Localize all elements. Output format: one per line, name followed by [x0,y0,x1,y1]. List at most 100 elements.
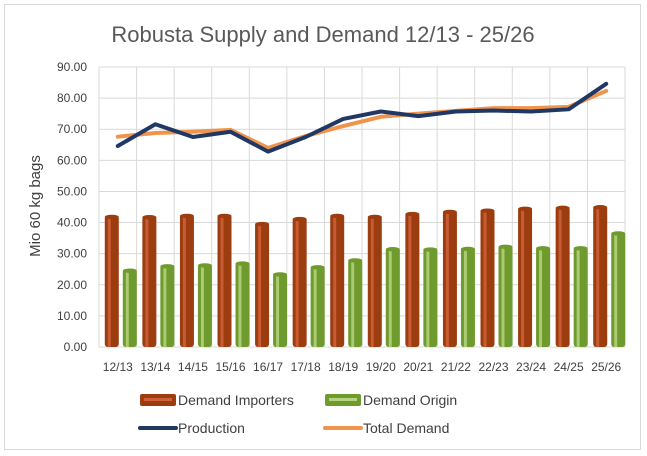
bar-highlight [182,217,186,347]
x-tick-label: 23/24 [516,360,546,374]
bar-demand-origin-14/15 [197,263,212,347]
bar-highlight [276,275,280,347]
bar-highlight [145,218,149,347]
bar-highlight [200,266,204,347]
bar-body [480,209,495,347]
bar-highlight [313,268,317,347]
legend-item-demand-origin: Demand Origin [325,392,457,408]
x-tick-label: 19/20 [366,360,396,374]
bar-highlight [163,267,167,347]
y-tick-label: 40.00 [57,216,87,230]
bar-highlight [539,249,543,347]
bar-highlight [370,218,374,347]
bar-cap [348,258,363,263]
bar-highlight [426,251,430,347]
bar-demand-importers-17/18 [292,216,307,347]
bar-cap [330,213,345,219]
bars [104,205,626,347]
x-tick-label: 25/26 [591,360,621,374]
bar-cap [367,214,382,220]
bar-cap [255,221,270,227]
bar-demand-importers-18/19 [330,213,345,347]
bar-demand-origin-15/16 [235,261,250,347]
bar-demand-origin-24/25 [573,246,588,347]
gridlines [98,66,626,348]
bar-body [255,222,270,347]
x-tick-label: 20/21 [403,360,433,374]
bar-cap [385,247,400,252]
bar-highlight [614,234,618,347]
bar-body [348,258,363,347]
legend-item-demand-importers: Demand Importers [140,392,294,408]
bar-body [235,262,250,347]
bar-cap [442,209,457,215]
bar-highlight [258,225,262,347]
bar-body [423,248,438,347]
bar-body [310,265,325,347]
bar-cap [573,246,588,251]
y-tick-label: 90.00 [57,60,87,74]
x-tick-label: 12/13 [103,360,133,374]
bar-highlight [596,208,600,347]
bar-cap [611,231,626,236]
bar-highlight [445,213,449,347]
bar-cap [593,205,608,210]
legend-label: Total Demand [363,420,449,436]
y-tick-label: 10.00 [57,309,87,323]
bar-body [555,206,570,347]
bar-cap [310,265,325,270]
bar-body [142,215,157,347]
bar-body [122,269,137,347]
x-tick-label: 18/19 [328,360,358,374]
legend-label: Production [178,420,245,436]
y-tick-label: 70.00 [57,122,87,136]
bar-cap [498,244,513,249]
y-tick-label: 50.00 [57,184,87,198]
bar-demand-origin-17/18 [310,265,325,347]
legend-swatch-highlight [329,398,357,401]
bar-cap [235,261,250,266]
bar-demand-importers-21/22 [442,209,457,347]
bar-cap [423,247,438,252]
bar-body [160,264,175,347]
x-tick-label: 14/15 [178,360,208,374]
bar-cap [217,213,232,219]
bar-highlight [125,272,129,347]
x-tick-label: 17/18 [291,360,321,374]
bar-cap [122,268,137,273]
bar-demand-origin-20/21 [423,247,438,347]
bar-cap [292,216,307,222]
bar-demand-origin-18/19 [348,258,363,347]
bar-highlight [295,220,299,347]
bar-cap [555,205,570,211]
legend-item-production: Production [138,420,245,436]
y-tick-label: 20.00 [57,278,87,292]
bar-body [518,207,533,347]
x-tick-label: 16/17 [253,360,283,374]
x-tick-label: 24/25 [554,360,584,374]
bar-demand-origin-23/24 [536,246,551,347]
y-tick-label: 80.00 [57,91,87,105]
bar-body [330,214,345,347]
bar-cap [460,246,475,252]
bar-highlight [388,250,392,347]
x-tick-label: 13/14 [140,360,170,374]
x-tick-label: 22/23 [478,360,508,374]
x-tick-labels: 12/13 13/14 14/15 15/16 16/17 17/18 18/19 19/20… [103,360,622,374]
bar-demand-importers-23/24 [518,206,533,347]
bar-highlight [351,261,355,347]
bar-demand-importers-16/17 [255,221,270,347]
bar-highlight [408,215,412,347]
legend-label: Demand Origin [363,392,457,408]
bar-demand-importers-25/26 [593,205,608,347]
bar-cap [197,263,212,268]
bar-body [104,215,119,347]
lines [115,81,609,154]
bar-highlight [521,210,525,347]
bar-demand-origin-21/22 [460,246,475,347]
bar-cap [104,214,119,220]
bar-body [292,217,307,347]
bar-highlight [558,209,562,347]
bar-body [593,205,608,347]
